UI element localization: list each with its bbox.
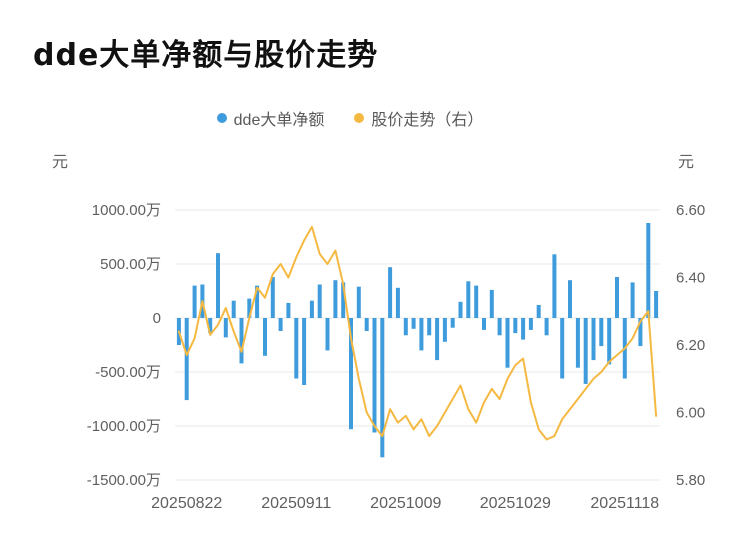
- dde-net-bar[interactable]: [497, 318, 502, 336]
- dde-net-bar[interactable]: [395, 287, 400, 318]
- dde-net-bar[interactable]: [419, 318, 424, 351]
- dde-net-bar[interactable]: [349, 318, 353, 430]
- dde-net-bar[interactable]: [474, 285, 479, 318]
- dde-net-bar[interactable]: [192, 285, 197, 318]
- dde-net-bar[interactable]: [184, 318, 189, 401]
- dde-net-bar[interactable]: [528, 318, 533, 330]
- dde-net-bar[interactable]: [208, 318, 213, 334]
- dde-net-bar[interactable]: [341, 282, 346, 318]
- dde-net-bar[interactable]: [568, 280, 572, 318]
- right-axis-tick-label: 6.60: [676, 202, 705, 219]
- dde-net-bar[interactable]: [223, 318, 228, 338]
- dde-net-bar[interactable]: [489, 289, 494, 318]
- dde-net-bar[interactable]: [450, 318, 455, 328]
- dde-net-bar[interactable]: [325, 318, 330, 351]
- x-axis-tick-label: 20251009: [370, 495, 441, 512]
- legend-item-dde-net[interactable]: dde大单净额: [216, 106, 325, 130]
- dde-net-bar[interactable]: [239, 318, 244, 364]
- left-axis-tick-label: 500.00万: [100, 256, 161, 273]
- price-trend-line[interactable]: [177, 225, 658, 441]
- legend-label-dde-net: dde大单净额: [233, 112, 325, 129]
- dde-net-bar[interactable]: [560, 318, 565, 379]
- dde-net-bar[interactable]: [364, 318, 369, 331]
- dde-net-bar[interactable]: [638, 318, 643, 347]
- x-axis-tick-label: 20251029: [480, 495, 551, 512]
- dde-net-bar[interactable]: [403, 318, 408, 336]
- dde-net-bar[interactable]: [599, 318, 604, 347]
- dde-net-bar[interactable]: [654, 291, 659, 318]
- dde-net-bar[interactable]: [505, 318, 510, 368]
- legend-dot-blue-icon: [216, 113, 227, 123]
- dde-net-bar[interactable]: [607, 318, 612, 365]
- dde-net-bar[interactable]: [552, 254, 557, 318]
- legend-label-price-trend: 股价走势（右）: [371, 112, 484, 129]
- right-axis-tick-label: 5.80: [676, 472, 705, 489]
- left-axis-tick-label: 0: [153, 310, 161, 327]
- dde-net-bar[interactable]: [317, 284, 322, 319]
- right-axis-tick-label: 6.00: [676, 405, 705, 422]
- dde-net-bar[interactable]: [278, 318, 283, 331]
- dde-net-bar[interactable]: [435, 318, 440, 361]
- dde-net-bar[interactable]: [646, 223, 651, 318]
- left-axis-tick-label: -1000.00万: [87, 418, 161, 435]
- dde-net-bar[interactable]: [458, 301, 463, 318]
- dde-net-bar[interactable]: [544, 318, 549, 336]
- dde-net-bar[interactable]: [583, 318, 588, 384]
- dde-net-bar[interactable]: [356, 286, 361, 318]
- left-axis-tick-label: 1000.00万: [92, 202, 161, 219]
- left-axis-unit: 元: [52, 154, 69, 171]
- dde-net-bar[interactable]: [372, 318, 377, 433]
- dde-net-bar[interactable]: [231, 300, 236, 318]
- dde-net-bar[interactable]: [630, 282, 635, 318]
- x-axis-tick-label: 20250822: [151, 495, 222, 512]
- dde-net-bar[interactable]: [216, 253, 220, 318]
- dde-net-bar[interactable]: [286, 302, 291, 318]
- dde-net-bar[interactable]: [388, 267, 393, 318]
- chart-title: dde大单净额与股价走势: [33, 38, 379, 73]
- dde-net-bar[interactable]: [263, 318, 267, 356]
- dde-net-bar[interactable]: [442, 318, 447, 342]
- left-axis-tick-label: -500.00万: [95, 364, 161, 381]
- dde-net-bar[interactable]: [615, 277, 619, 318]
- right-axis-tick-label: 6.20: [676, 337, 705, 354]
- dde-net-bar[interactable]: [270, 277, 275, 318]
- dde-net-bar[interactable]: [513, 318, 518, 334]
- dde-net-bar[interactable]: [536, 305, 541, 318]
- dde-net-bar[interactable]: [521, 318, 526, 340]
- right-axis-tick-label: 6.40: [676, 270, 705, 287]
- dde-net-bar[interactable]: [411, 318, 416, 329]
- dde-net-bar[interactable]: [255, 285, 260, 318]
- x-axis-tick-label: 20250911: [261, 495, 331, 512]
- x-axis-tick-label: 20251118: [590, 495, 659, 512]
- dde-net-bar[interactable]: [591, 318, 596, 361]
- dde-net-bar[interactable]: [294, 318, 299, 379]
- dde-net-bar[interactable]: [309, 300, 314, 318]
- left-axis-tick-label: -1500.00万: [87, 472, 161, 489]
- legend-item-price-trend[interactable]: 股价走势（右）: [354, 106, 483, 130]
- dde-net-bar[interactable]: [575, 318, 580, 368]
- legend: dde大单净额 股价走势（右）: [0, 106, 700, 130]
- right-axis-unit: 元: [678, 154, 695, 171]
- dde-net-bar[interactable]: [380, 318, 385, 458]
- legend-dot-orange-icon: [354, 113, 365, 123]
- dde-net-bar[interactable]: [333, 280, 338, 318]
- dde-net-bar[interactable]: [427, 318, 432, 336]
- dde-net-bar[interactable]: [247, 298, 252, 318]
- dde-net-bar[interactable]: [466, 281, 471, 318]
- dde-net-bar[interactable]: [302, 318, 307, 385]
- dde-net-bar[interactable]: [482, 318, 486, 330]
